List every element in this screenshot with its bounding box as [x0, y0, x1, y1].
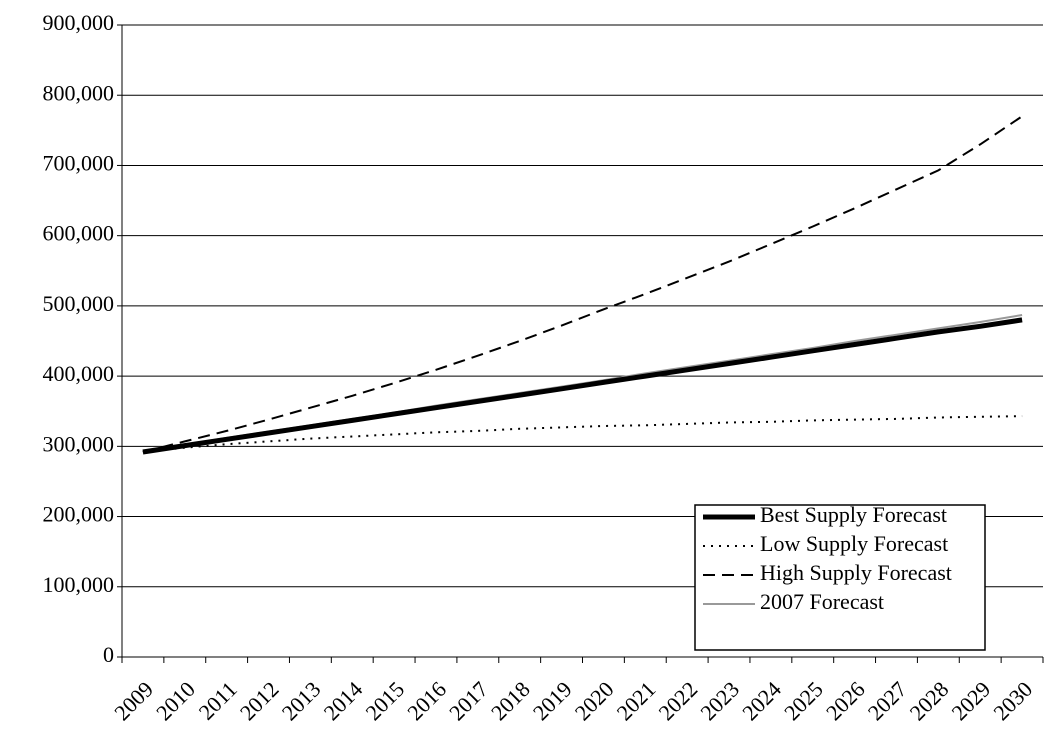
- series-line: [142, 415, 1023, 453]
- x-tick-label: 2030: [988, 676, 1037, 725]
- y-tick-label: 500,000: [43, 291, 115, 316]
- x-tick-label: 2009: [109, 676, 158, 725]
- x-tick-label: 2014: [319, 676, 368, 725]
- x-tick-label: 2017: [444, 676, 493, 725]
- x-tick-label: 2026: [821, 676, 870, 725]
- x-tick-label: 2024: [737, 676, 786, 725]
- x-tick-label: 2023: [695, 676, 744, 725]
- x-tick-label: 2025: [779, 676, 828, 725]
- legend-label: High Supply Forecast: [760, 560, 952, 585]
- y-tick-label: 400,000: [43, 361, 115, 386]
- x-tick-label: 2020: [570, 676, 619, 725]
- x-tick-label: 2029: [947, 676, 996, 725]
- x-tick-label: 2012: [235, 676, 284, 725]
- x-tick-label: 2010: [151, 676, 200, 725]
- x-tick-label: 2028: [905, 676, 954, 725]
- legend-label: 2007 Forecast: [760, 589, 884, 614]
- y-tick-label: 800,000: [43, 80, 115, 105]
- legend-box: [694, 504, 986, 651]
- x-tick-label: 2019: [528, 676, 577, 725]
- y-tick-label: 100,000: [43, 572, 115, 597]
- x-tick-label: 2015: [360, 676, 409, 725]
- series-line: [142, 317, 1023, 455]
- x-tick-label: 2021: [612, 676, 661, 725]
- series-line: [142, 115, 1023, 453]
- x-tick-label: 2027: [863, 676, 912, 725]
- x-tick-label: 2013: [277, 676, 326, 725]
- legend: Best Supply Forecast Low Supply Forecast H…: [694, 502, 986, 651]
- y-tick-label: 0: [103, 642, 114, 667]
- y-tick-label: 200,000: [43, 502, 115, 527]
- y-tick-label: 300,000: [43, 431, 115, 456]
- y-tick-label: 600,000: [43, 221, 115, 246]
- x-tick-label: 2016: [402, 676, 451, 725]
- legend-label: Best Supply Forecast: [760, 502, 947, 527]
- x-tick-label: 2022: [653, 676, 702, 725]
- y-tick-label: 900,000: [43, 10, 115, 35]
- x-tick-label: 2018: [486, 676, 535, 725]
- x-tick-label: 2011: [194, 676, 242, 724]
- legend-label: Low Supply Forecast: [760, 531, 948, 556]
- y-tick-label: 700,000: [43, 150, 115, 175]
